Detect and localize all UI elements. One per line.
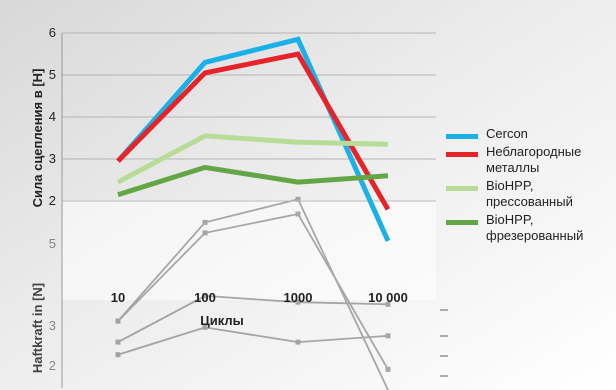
axis-group: 2 3 4 5 6 10 100 1000 10 000 (49, 25, 408, 388)
legend-item-1: Неблагородные металлы (446, 144, 612, 176)
x-tick-label-3: 10 000 (368, 290, 408, 305)
series-line-2 (116, 133, 389, 185)
ghost-marker-2-2 (295, 299, 301, 305)
ghost-marker-1-2 (295, 211, 301, 217)
grid-lines (62, 32, 436, 202)
legend-label-0-0: Cercon (486, 126, 528, 141)
legend-swatch-3 (446, 220, 478, 225)
ghost-series-line-3 (117, 326, 389, 356)
x-tick-label-1: 100 (194, 290, 216, 305)
y-tick-label-5: 5 (49, 67, 56, 82)
y-axis-label: Сила сцепления в [Н] (30, 69, 45, 208)
y-tick-label-6: 6 (49, 25, 56, 40)
ghost-marker-0-1 (202, 219, 208, 225)
y-tick-label-4: 4 (49, 109, 56, 124)
x-tick-label-0: 10 (111, 290, 125, 305)
ghost-overlay-band (62, 200, 436, 300)
legend-swatch-1 (446, 152, 478, 157)
ghost-marker-0-2 (295, 196, 301, 202)
ghost-marker-3-2 (295, 339, 301, 345)
legend-swatch-0 (446, 134, 478, 139)
ghost-marker-2-3 (385, 301, 391, 307)
y-tick-label-2: 2 (49, 193, 56, 208)
legend-label-2-1: прессованный (486, 194, 573, 209)
ghost-y-tick-2: 5 (49, 236, 56, 251)
legend-label-3-1: фрезерованный (486, 228, 584, 243)
ghost-y-tick-1: 2 (49, 358, 56, 373)
legend-label-1-0: Неблагородные (486, 144, 582, 159)
ghost-marker-2-1 (202, 293, 208, 299)
ghost-marker-1-1 (202, 230, 208, 236)
ghost-series-line-0 (117, 198, 389, 390)
x-axis-label: Циклы (200, 313, 244, 328)
legend-label-3-0: BioHPP, (486, 212, 534, 227)
legend-label-2-0: BioHPP, (486, 178, 534, 193)
ghost-marker-2-0 (115, 339, 121, 345)
ghost-marker-3-1 (202, 324, 208, 330)
ghost-y-tick-0: 3 (49, 318, 56, 333)
ghost-series-line-1 (117, 212, 389, 370)
series-line-3 (117, 164, 389, 198)
legend-label-1-1: металлы (486, 160, 540, 175)
series-line-1 (116, 51, 391, 211)
ghost-series-line-2 (117, 294, 389, 343)
series-line-0 (116, 36, 391, 242)
legend: Cercon Неблагородные металлы BioHPP, прессов… (446, 126, 612, 246)
legend-item-2: BioHPP, прессованный (446, 178, 612, 210)
series-group (116, 36, 391, 242)
ghost-marker-3-3 (385, 333, 391, 339)
legend-item-3: BioHPP, фрезерованный (446, 212, 612, 244)
x-tick-label-2: 1000 (284, 290, 313, 305)
legend-item-0: Cercon (446, 126, 612, 142)
y-tick-label-3: 3 (49, 151, 56, 166)
ghost-layer: 3 2 5 (49, 196, 448, 390)
ghost-marker-1-0 (115, 318, 121, 324)
legend-swatch-2 (446, 186, 478, 191)
ghost-marker-3-0 (115, 352, 121, 358)
ghost-y-axis-label: Haftkraft in [N] (30, 283, 45, 373)
ghost-marker-1-3 (385, 366, 391, 372)
